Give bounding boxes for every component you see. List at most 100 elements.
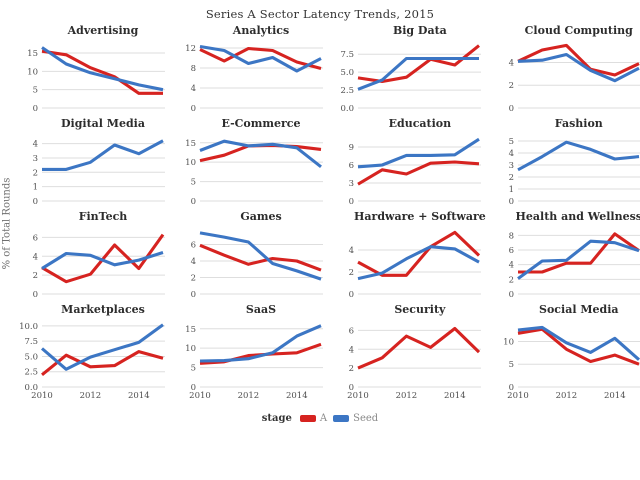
facet-title: Analytics [232,24,290,37]
facet-plot: 0 1 2 3 4 5 [508,137,640,206]
y-tick-label: 10 [27,67,38,77]
y-tick-label: 0 [349,383,354,393]
facet-title: Digital Media [61,117,145,130]
facet-plot: 0 2 4 [349,230,481,299]
y-tick-label: 8 [508,231,513,241]
y-tick-label: 4 [508,149,513,159]
x-tick-label: 2012 [555,391,577,401]
y-tick-label: 4 [33,252,38,262]
y-tick-label: 4 [349,246,354,256]
series-line-seed [41,251,164,270]
y-tick-label: 8 [191,64,196,74]
facet-plot: 0 4 8 12 [185,44,323,113]
y-tick-label: 0 [349,197,354,206]
series-line-seed [42,139,164,171]
legend-name-a: A [319,413,328,424]
y-tick-label: 5 [191,178,196,188]
series-line-seed [517,325,640,361]
facet-fintech: FinTech 0 2 4 6 [16,209,168,299]
y-tick-label: 2.5 [340,86,354,96]
y-tick-label: 3 [508,161,513,171]
y-tick-label: 0 [191,104,196,113]
facet-title: Games [240,210,282,223]
facet-title: Security [394,303,446,316]
series-line-seed [199,231,322,281]
facet-plot: 0 2 4 [508,43,640,113]
legend-swatch-a-icon [299,415,316,422]
series-line-a [517,43,640,77]
series-line-a [357,44,480,84]
legend-item-seed: Seed [333,413,378,424]
x-tick-label: 2012 [396,391,418,401]
y-tick-label: 1 [508,185,513,195]
series-line-seed [357,56,479,91]
y-tick-label: 12 [185,44,196,54]
y-tick-label: 5.0 [340,68,354,78]
y-tick-label: 2 [33,168,38,178]
facet-title: Fashion [554,117,603,130]
y-tick-label: 2 [349,364,354,374]
series-line-seed [517,52,640,83]
y-tick-label: 9 [349,143,354,153]
y-tick-label: 6 [349,326,354,336]
chart-figure: % of Total Rounds Advertising 0 5 10 15 Analy… [0,23,640,401]
facet-title: FinTech [78,210,128,223]
y-tick-label: 0 [508,197,513,206]
facet-plot: 0 2 4 6 8 [508,231,640,299]
y-tick-label: 7.5 [24,337,38,347]
legend-name-seed: Seed [353,413,379,424]
series-line-a [199,46,322,70]
y-tick-label: 6 [349,161,354,171]
x-tick-label: 2010 [347,391,369,401]
facet-fashion: Fashion 0 1 2 3 4 5 [492,116,640,206]
y-tick-label: 7.5 [340,50,354,60]
page-title: Series A Sector Latency Trends, 2015 [205,7,435,21]
y-tick-label: 4 [33,140,38,150]
y-tick-label: 0 [349,290,354,299]
facet-plot: 0.0 2.5 5.0 7.5 [340,44,481,113]
x-tick-label: 2012 [238,391,260,401]
series-line-a [41,49,163,95]
facet-digital-media: Digital Media 0 1 2 3 4 [16,116,168,206]
facet-title: Big Data [392,24,447,37]
facet-plot: 0 2 4 6 [33,233,165,299]
series-line-seed [41,46,164,92]
facet-plot: 0.0 2.5 5.0 7.5 10.0 2010 2012 2014 [19,322,165,401]
facet-title: Marketplaces [61,303,145,316]
y-tick-label: 0 [508,290,513,299]
y-tick-label: 0.0 [24,383,38,393]
facet-games: Games 0 2 4 6 [174,209,326,299]
series-line-seed [199,324,322,363]
y-tick-label: 4 [508,261,513,271]
x-tick-label: 2012 [80,391,102,401]
y-tick-label: 4 [508,58,513,68]
facet-advertising: Advertising 0 5 10 15 [16,23,168,113]
x-tick-label: 2010 [31,391,53,401]
y-tick-label: 6 [508,246,513,256]
series-line-a [41,350,164,377]
y-tick-label: 5 [33,86,38,96]
facet-title: Education [388,117,452,130]
facet-plot: 0 5 10 2010 2012 2014 [503,325,640,401]
y-tick-label: 6 [191,241,196,251]
x-tick-label: 2010 [507,391,529,401]
y-tick-label: 15 [185,139,196,149]
legend-item-a: A [299,413,328,424]
y-tick-label: 0 [33,197,38,206]
facet-plot: 0 5 10 15 [27,46,165,113]
x-tick-label: 2014 [604,391,626,401]
y-tick-label: 1 [33,183,38,193]
facet-e-commerce: E-Commerce 0 5 10 15 [174,116,326,206]
facet-title: Social Media [539,303,619,316]
y-tick-label: 4 [191,84,196,94]
series-line-seed [357,137,480,169]
y-tick-label: 3 [349,179,354,189]
y-tick-label: 2 [508,81,513,91]
series-line-a [517,327,640,366]
y-tick-label: 0 [191,290,196,299]
facet-saas: SaaS 0 5 10 15 2010 2012 2014 [174,302,326,401]
y-tick-label: 10.0 [19,322,38,332]
y-tick-label: 5.0 [24,352,38,362]
y-tick-label: 15 [27,49,38,59]
series-line-a [357,160,480,186]
